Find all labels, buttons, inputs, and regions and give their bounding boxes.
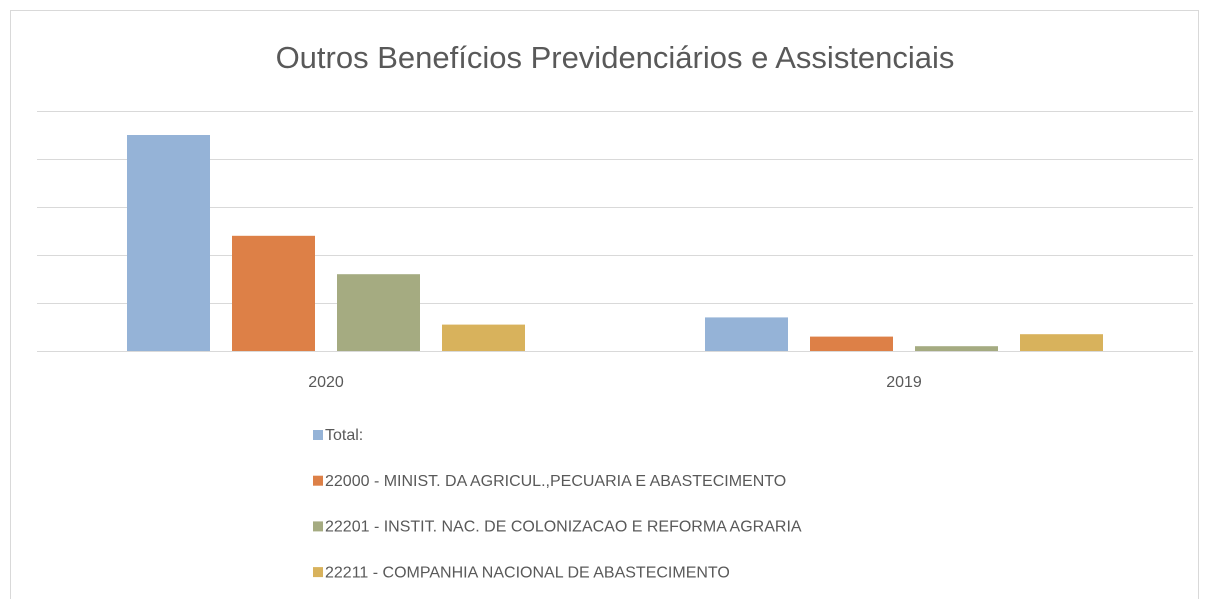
legend-swatch bbox=[313, 430, 323, 440]
legend-swatch bbox=[313, 475, 323, 486]
legend-label: 22201 - INSTIT. NAC. DE COLONIZACAO E RE… bbox=[325, 519, 802, 536]
bar bbox=[337, 274, 420, 351]
bar bbox=[1020, 334, 1103, 351]
legend-swatch bbox=[313, 567, 323, 578]
bar bbox=[442, 324, 525, 351]
bar bbox=[232, 235, 315, 351]
bar bbox=[915, 346, 998, 351]
bar bbox=[127, 135, 210, 351]
bar bbox=[705, 317, 788, 351]
legend-swatch bbox=[313, 521, 323, 532]
chart-title: Outros Benefícios Previdenciários e Assi… bbox=[276, 40, 955, 75]
x-tick-label: 2019 bbox=[886, 374, 922, 391]
legend-label: Total: bbox=[325, 427, 363, 444]
legend-label: 22000 - MINIST. DA AGRICUL.,PECUARIA E A… bbox=[325, 473, 786, 490]
legend-label: 22211 - COMPANHIA NACIONAL DE ABASTECIME… bbox=[325, 564, 730, 581]
bar bbox=[810, 336, 893, 351]
x-tick-label: 2020 bbox=[308, 374, 344, 391]
